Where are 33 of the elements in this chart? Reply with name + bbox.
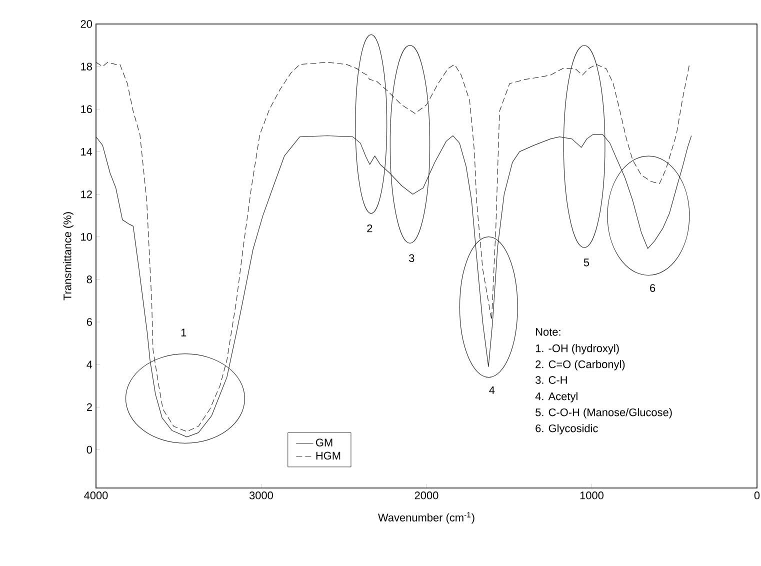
annotation: 2. C=O (Carbonyl) [536, 360, 625, 370]
y-tick-label: 8 [86, 276, 92, 284]
x-axis-title: Wavenumber (cm$^{-1}$) [378, 512, 474, 524]
annotation: 4 [489, 386, 495, 394]
x-tick-label: 1000 [580, 492, 604, 500]
y-axis-title: Transmittance (%) [63, 212, 74, 300]
y-tick-label: 0 [86, 446, 92, 454]
annotation: Note: [536, 328, 560, 336]
y-tick-label: 4 [86, 360, 92, 368]
annotation: 2 [367, 224, 372, 232]
annotation: 6. Glycosidic [536, 424, 598, 434]
y-tick-label: 12 [81, 190, 92, 198]
y-tick-label: 10 [81, 232, 92, 241]
annotation: 1. -OH (hydroxyl) [536, 344, 619, 354]
legend-label: GM [316, 438, 332, 446]
x-tick-label: 2000 [414, 492, 438, 500]
y-tick-label: 18 [81, 62, 92, 70]
y-tick-label: 2 [86, 403, 92, 411]
annotation: 3 [408, 254, 414, 262]
annotation: 1 [181, 328, 186, 336]
y-tick-label: 14 [81, 148, 92, 156]
y-tick-label: 20 [80, 20, 92, 28]
y-tick-label: 6 [86, 318, 92, 326]
annotation: 4. Acetyl [535, 392, 578, 402]
x-tick-label: 4000 [84, 492, 108, 500]
y-tick-label: 16 [81, 105, 92, 114]
annotation: 3. C-H [536, 376, 567, 384]
legend-label: HGM [316, 452, 340, 460]
annotation: 5 [584, 258, 590, 266]
x-tick-label: 3000 [249, 492, 273, 500]
x-tick-label: 0 [754, 492, 760, 500]
annotation: 6 [650, 284, 656, 292]
annotation: 5. C-O-H (Manose/Glucose) [536, 408, 672, 418]
